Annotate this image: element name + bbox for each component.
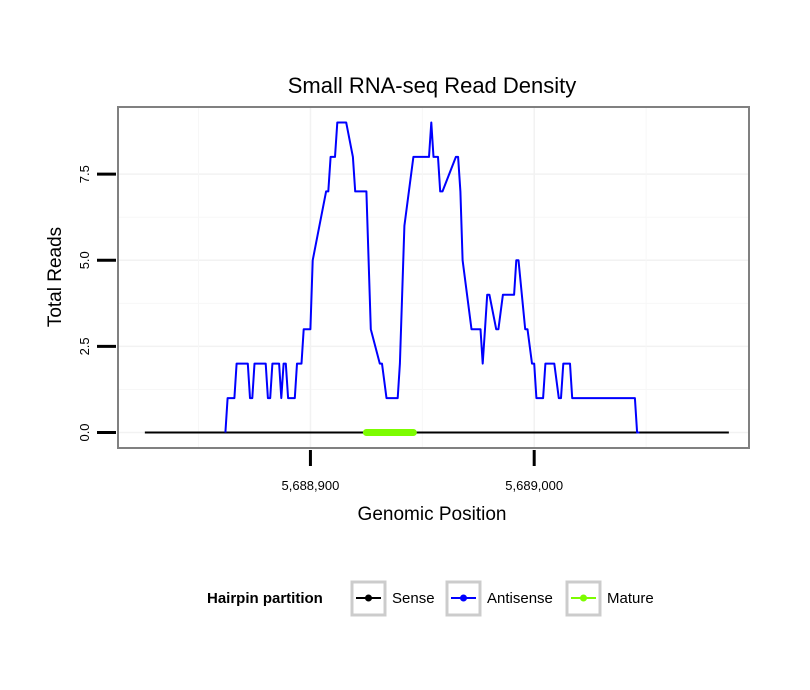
x-tick-label: 5,688,900	[282, 478, 340, 493]
y-tick-label: 7.5	[77, 165, 92, 183]
y-tick-label: 5.0	[77, 251, 92, 269]
legend-point-sense	[365, 594, 372, 602]
legend-title: Hairpin partition	[207, 590, 323, 607]
legend-label-antisense: Antisense	[487, 590, 553, 607]
legend-point-mature	[580, 594, 587, 602]
legend-point-antisense	[460, 594, 467, 602]
series-line-antisense	[224, 121, 640, 434]
y-tick-label: 0.0	[77, 423, 92, 441]
legend: Hairpin partition Sense Antisense Mature	[207, 580, 654, 617]
y-tick-label: 2.5	[77, 337, 92, 355]
plot-border	[117, 106, 750, 449]
legend-label-mature: Mature	[607, 590, 654, 607]
y-axis: 0.0 2.5 5.0 7.5	[77, 165, 116, 442]
x-axis-label: Genomic Position	[358, 504, 507, 525]
series-layer	[144, 121, 729, 436]
y-axis-label: Total Reads	[45, 227, 66, 327]
chart-title: Small RNA-seq Read Density	[288, 73, 577, 98]
x-tick-label: 5,689,000	[505, 478, 563, 493]
grid-lines	[118, 107, 749, 448]
legend-label-sense: Sense	[392, 590, 435, 607]
x-axis: 5,688,900 5,689,000	[282, 450, 563, 493]
plot-panel	[118, 107, 749, 448]
